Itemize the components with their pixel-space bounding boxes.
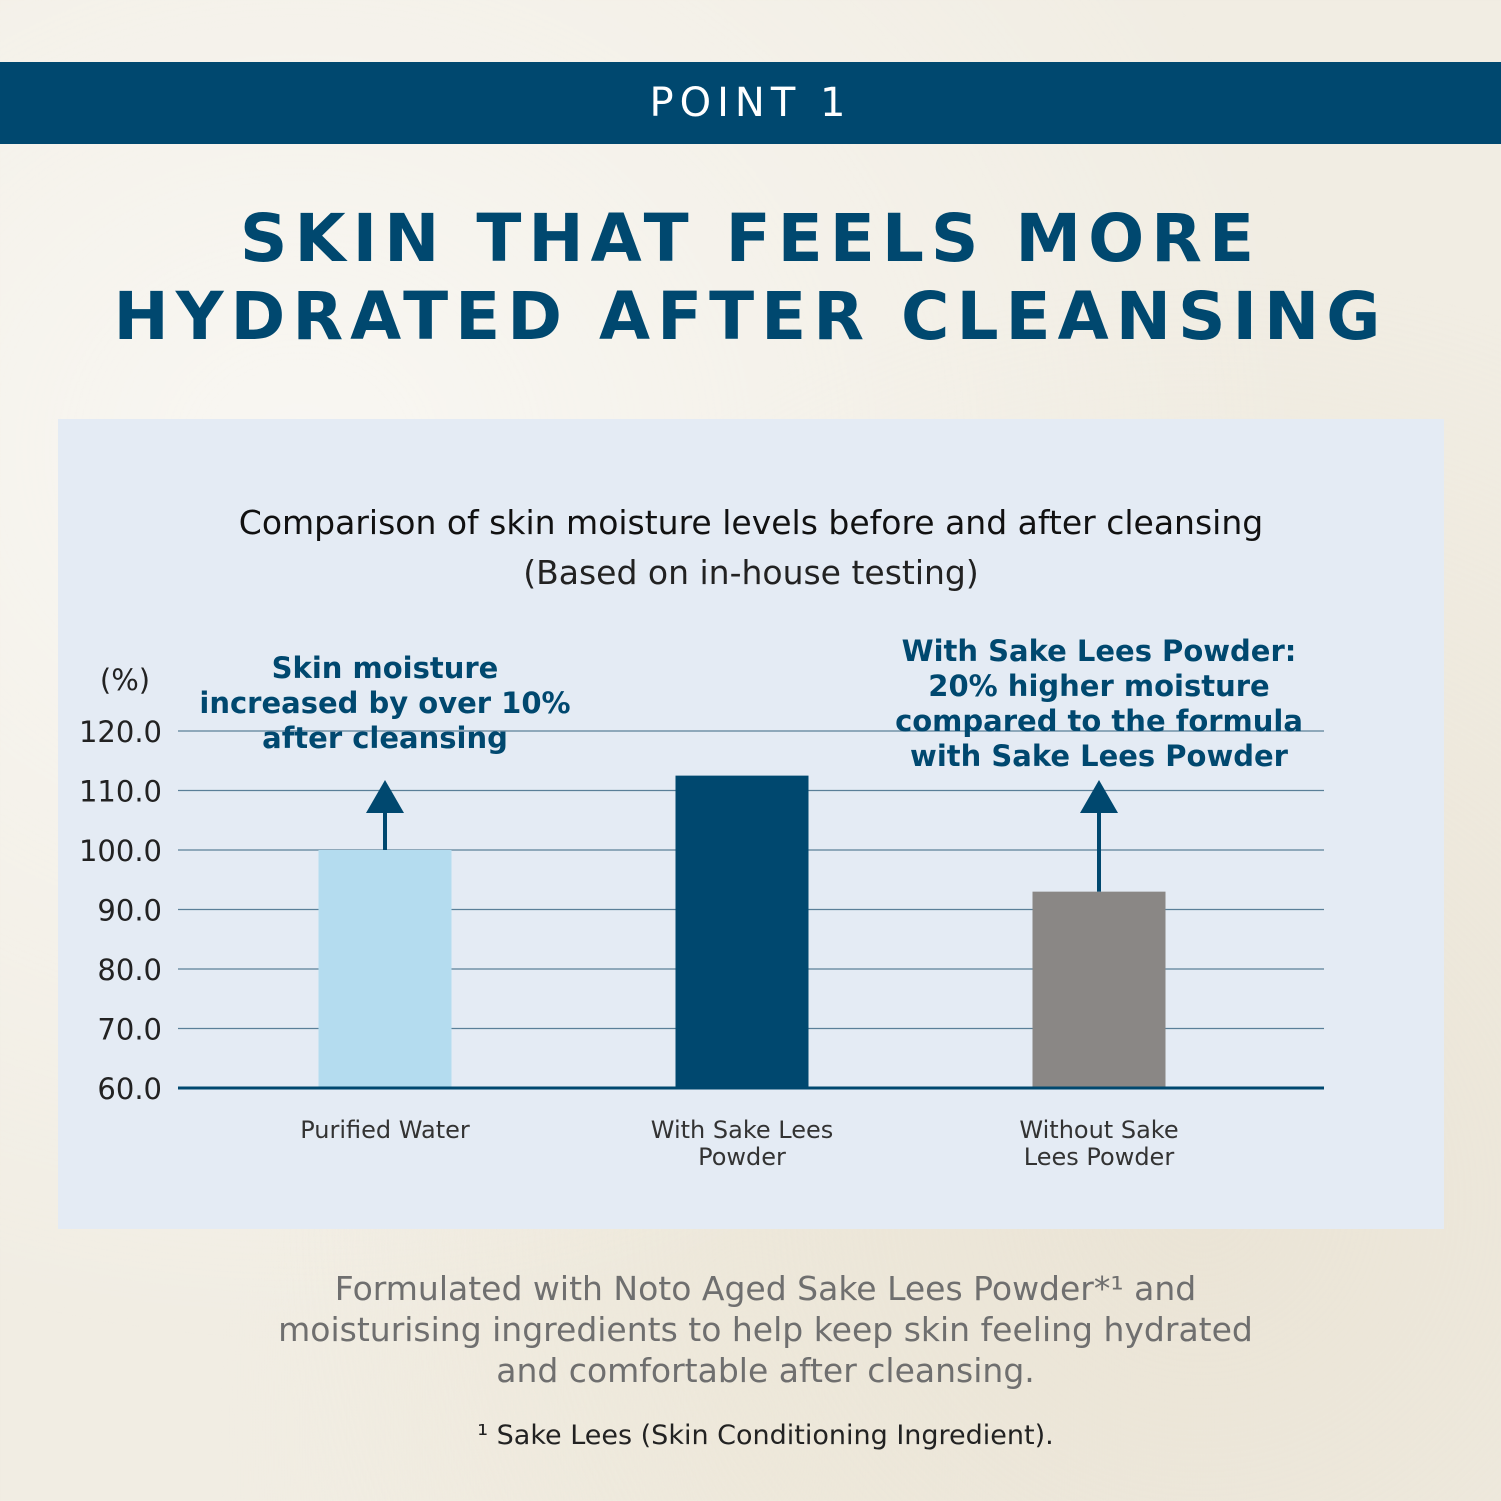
category-label: Lees Powder (1024, 1143, 1175, 1171)
point-banner: POINT 1 (0, 62, 1501, 144)
category-label: Powder (698, 1143, 786, 1171)
annotation-text: with Sake Lees Powder (910, 739, 1289, 773)
annotation-text: Skin moisture (272, 651, 499, 685)
category-label: With Sake Lees (651, 1116, 833, 1144)
y-tick-label: 80.0 (97, 953, 162, 987)
annotation-text: 20% higher moisture (928, 669, 1269, 703)
y-tick-label: 100.0 (79, 834, 162, 868)
y-tick-label: 110.0 (79, 775, 162, 809)
annotation-text: compared to the formula (895, 704, 1303, 738)
product-description: Formulated with Noto Aged Sake Lees Powd… (200, 1268, 1331, 1391)
bar-2 (1032, 891, 1166, 1088)
headline-line-1: SKIN THAT FEELS MORE (239, 200, 1262, 277)
y-tick-label: 90.0 (97, 894, 162, 928)
difference-arrow-head (1080, 780, 1118, 813)
banner-label: POINT 1 (649, 80, 852, 126)
bar-0 (318, 850, 452, 1088)
headline-line-2: HYDRATED AFTER CLEANSING (113, 278, 1388, 355)
annotation-text: With Sake Lees Powder: (902, 634, 1297, 668)
y-tick-label: 120.0 (79, 715, 162, 749)
increase-arrow-head (366, 780, 404, 813)
category-label: Without Sake (1019, 1116, 1178, 1144)
y-tick-label: 70.0 (97, 1013, 162, 1047)
description-line-3: and comfortable after cleansing. (496, 1351, 1035, 1390)
annotation-text: increased by over 10% (199, 686, 570, 720)
y-tick-label: 60.0 (97, 1072, 162, 1106)
description-line-2: moisturising ingredients to help keep sk… (278, 1310, 1253, 1349)
bar-1 (675, 775, 809, 1088)
category-label: Purified Water (300, 1116, 470, 1144)
description-line-1: Formulated with Noto Aged Sake Lees Powd… (334, 1269, 1197, 1308)
y-axis-label: (%) (100, 663, 150, 697)
footnote: ¹ Sake Lees (Skin Conditioning Ingredien… (477, 1420, 1054, 1451)
chart-subtitle: (Based on in-house testing) (523, 553, 979, 592)
headline: SKIN THAT FEELS MORE HYDRATED AFTER CLEA… (0, 200, 1501, 356)
chart-title: Comparison of skin moisture levels befor… (238, 503, 1264, 542)
annotation-text: after cleansing (262, 721, 508, 755)
